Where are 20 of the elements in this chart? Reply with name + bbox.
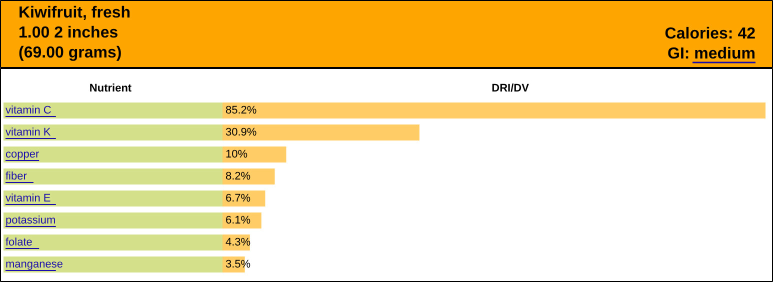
y-tick-label: vitamin E — [6, 192, 51, 204]
text: GI: medium — [667, 46, 756, 62]
data-label: 6.7% — [226, 192, 251, 204]
x-axis-title: DRI/DV — [492, 82, 530, 94]
y-tick-label: vitamin K — [6, 126, 52, 138]
y-tick-label: copper — [6, 148, 40, 160]
y-tick-label: potassium — [6, 214, 56, 226]
data-label: 8.2% — [226, 170, 251, 182]
y-tick-label: folate — [6, 236, 32, 248]
y-tick-label: fiber — [6, 170, 28, 182]
text: Calories: 42 — [664, 26, 756, 42]
data-label: 30.9% — [226, 126, 257, 138]
y-tick-label: vitamin C — [6, 104, 52, 116]
data-label: 10% — [226, 148, 248, 160]
y-axis-title: Nutrient — [89, 82, 132, 94]
data-label: 6.1% — [226, 214, 251, 226]
y-tick-label: manganese — [6, 258, 63, 270]
text: Kiwifruit, fresh 1.00 2 inches (69.00 grams) — [18, 4, 131, 62]
bar — [222, 146, 286, 162]
data-label: 85.2% — [226, 104, 257, 116]
